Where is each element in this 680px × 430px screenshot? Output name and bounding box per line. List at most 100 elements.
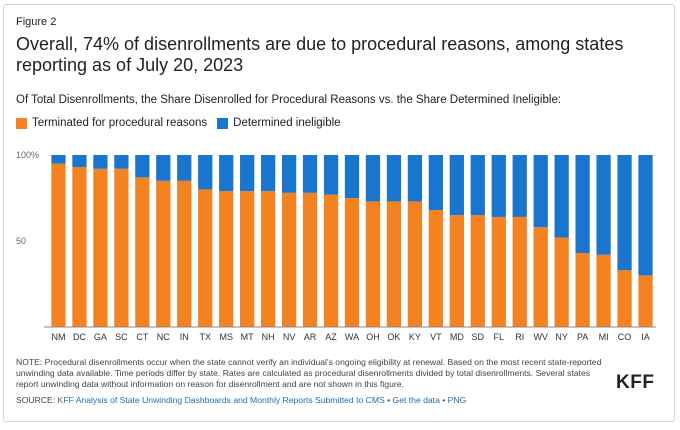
bar-ineligible bbox=[512, 155, 527, 217]
legend: Terminated for procedural reasons Determ… bbox=[16, 117, 351, 129]
x-tick-label: VT bbox=[430, 332, 442, 340]
bar-ineligible bbox=[219, 155, 234, 192]
legend-swatch-procedural bbox=[16, 117, 27, 129]
bar-procedural bbox=[575, 253, 590, 327]
figure-label: Figure 2 bbox=[16, 16, 57, 28]
bar-procedural bbox=[533, 227, 548, 327]
bar-ineligible bbox=[51, 155, 66, 164]
chart-source: SOURCE: KFF Analysis of State Unwinding … bbox=[16, 395, 466, 405]
bar-ineligible bbox=[261, 155, 276, 192]
bar-procedural bbox=[302, 192, 318, 327]
bar-procedural bbox=[407, 201, 423, 327]
source-separator-2: • bbox=[439, 395, 448, 405]
stacked-bar-chart: 100% 50 NM DC GA SC CT NC IN TX MS MT NH NV AR AZ WA OH OK… bbox=[16, 150, 656, 340]
x-tick-label: WV bbox=[533, 332, 548, 340]
legend-label-ineligible: Determined ineligible bbox=[233, 117, 341, 129]
x-tick-label: CT bbox=[136, 332, 148, 340]
x-tick-label: TX bbox=[199, 332, 211, 340]
bar-ineligible bbox=[156, 155, 171, 181]
x-tick-label: OK bbox=[387, 332, 400, 340]
x-tick-label: NV bbox=[283, 332, 296, 340]
bar-ineligible bbox=[470, 155, 485, 216]
kff-logo: KFF bbox=[616, 372, 655, 393]
bar-ineligible bbox=[281, 155, 297, 193]
bar-procedural bbox=[344, 198, 360, 327]
bar-ineligible bbox=[617, 155, 632, 271]
legend-item-procedural[interactable]: Terminated for procedural reasons bbox=[16, 117, 207, 129]
bar-procedural bbox=[470, 215, 485, 327]
x-tick-label: NY bbox=[555, 332, 568, 340]
x-tick-label: NH bbox=[262, 332, 275, 340]
x-tick-label: WA bbox=[345, 332, 359, 340]
png-link[interactable]: PNG bbox=[447, 395, 467, 405]
bar-ineligible bbox=[491, 155, 506, 217]
source-prefix: SOURCE: bbox=[16, 395, 58, 405]
x-tick-label: NM bbox=[51, 332, 65, 340]
x-tick-label: RI bbox=[515, 332, 524, 340]
bar-ineligible bbox=[554, 155, 569, 238]
x-tick-label: OH bbox=[366, 332, 380, 340]
legend-label-procedural: Terminated for procedural reasons bbox=[32, 117, 208, 129]
bar-procedural bbox=[512, 216, 527, 327]
bar-ineligible bbox=[135, 155, 150, 178]
bar-procedural bbox=[596, 254, 611, 327]
bar-ineligible bbox=[407, 155, 423, 202]
x-tick-label: AR bbox=[304, 332, 317, 340]
x-tick-label: AZ bbox=[325, 332, 337, 340]
bar-procedural bbox=[491, 216, 506, 327]
x-tick-label: PA bbox=[577, 332, 588, 340]
x-tick-label: GA bbox=[94, 332, 107, 340]
bar-ineligible bbox=[449, 155, 464, 216]
bar-ineligible bbox=[302, 155, 318, 193]
bar-procedural bbox=[198, 189, 213, 327]
bar-ineligible bbox=[638, 155, 653, 276]
x-tick-label: IA bbox=[641, 332, 650, 340]
bar-ineligible bbox=[323, 155, 339, 195]
x-tick-label: CO bbox=[618, 332, 632, 340]
bar-ineligible bbox=[365, 155, 381, 202]
bar-procedural bbox=[365, 201, 381, 327]
get-data-link[interactable]: Get the data bbox=[392, 395, 440, 405]
bar-ineligible bbox=[240, 155, 255, 192]
chart-note: NOTE: Procedural disenrollments occur wh… bbox=[16, 357, 602, 389]
x-tick-label: DC bbox=[73, 332, 86, 340]
bar-procedural bbox=[323, 194, 339, 327]
y-tick-label: 100% bbox=[16, 150, 39, 160]
legend-swatch-ineligible bbox=[217, 117, 229, 129]
bar-procedural bbox=[281, 192, 297, 327]
bar-procedural bbox=[93, 168, 108, 327]
x-tick-label: SC bbox=[115, 332, 128, 340]
x-tick-label: NC bbox=[157, 332, 170, 340]
bar-ineligible bbox=[596, 155, 611, 255]
x-tick-label: IN bbox=[180, 332, 189, 340]
bar-procedural bbox=[449, 215, 464, 327]
chart-title: Overall, 74% of disenrollments are due t… bbox=[16, 34, 624, 75]
x-tick-label: SD bbox=[472, 332, 485, 340]
bar-ineligible bbox=[72, 155, 87, 168]
bar-procedural bbox=[177, 180, 192, 327]
x-tick-label: MT bbox=[241, 332, 254, 340]
bar-procedural bbox=[72, 167, 87, 327]
bar-procedural bbox=[617, 270, 632, 327]
bar-ineligible bbox=[93, 155, 108, 169]
bar-ineligible bbox=[198, 155, 213, 190]
x-tick-label: MD bbox=[450, 332, 464, 340]
bar-procedural bbox=[638, 275, 653, 327]
bar-ineligible bbox=[533, 155, 548, 228]
bar-procedural bbox=[135, 177, 150, 327]
x-tick-label: MI bbox=[599, 332, 609, 340]
source-link[interactable]: KFF Analysis of State Unwinding Dashboar… bbox=[57, 395, 385, 405]
bar-ineligible bbox=[344, 155, 360, 198]
bar-ineligible bbox=[428, 155, 443, 211]
bar-procedural bbox=[240, 191, 255, 327]
chart-subtitle: Of Total Disenrollments, the Share Disen… bbox=[16, 94, 562, 106]
figure-card bbox=[3, 4, 675, 422]
bar-procedural bbox=[114, 168, 129, 327]
legend-item-ineligible[interactable]: Determined ineligible bbox=[217, 117, 341, 129]
x-tick-label: MS bbox=[219, 332, 233, 340]
bar-procedural bbox=[51, 163, 66, 327]
bar-ineligible bbox=[386, 155, 402, 202]
bar-ineligible bbox=[177, 155, 192, 181]
source-separator-1: • bbox=[384, 395, 393, 405]
x-tick-label: FL bbox=[494, 332, 505, 340]
